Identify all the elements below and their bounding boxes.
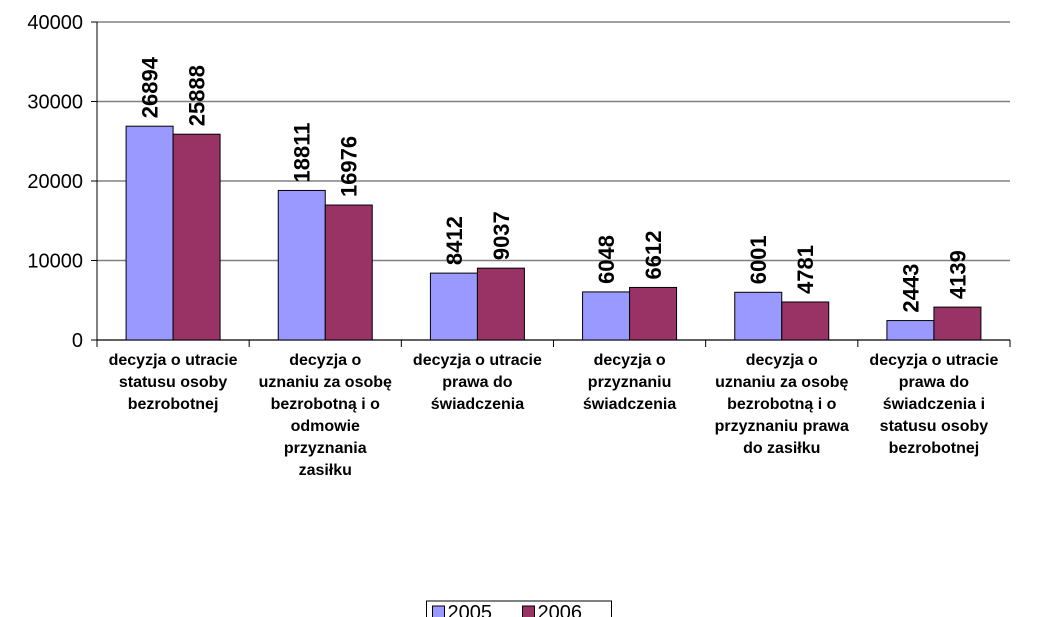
value-label: 6612 bbox=[641, 230, 666, 279]
value-label: 9037 bbox=[489, 211, 514, 260]
bar bbox=[629, 286, 678, 341]
bar bbox=[781, 301, 830, 341]
value-label: 25888 bbox=[185, 65, 210, 126]
legend-swatch bbox=[432, 605, 445, 617]
value-label: 18811 bbox=[290, 122, 315, 182]
x-tick-label: decyzja o uznaniu za osobę bezrobotną i … bbox=[258, 352, 392, 479]
value-label: 8412 bbox=[442, 216, 467, 265]
legend-label: 2005 bbox=[448, 602, 493, 617]
x-tick-label: decyzja o utracie statusu osoby bezrobot… bbox=[108, 352, 238, 413]
y-tick-label: 30000 bbox=[27, 92, 83, 114]
legend bbox=[426, 600, 612, 617]
bar bbox=[429, 272, 478, 341]
bar bbox=[886, 320, 935, 341]
x-tick-label: decyzja o utracie prawa do świadczenia bbox=[412, 352, 542, 413]
value-label: 6048 bbox=[594, 235, 619, 284]
value-label: 6001 bbox=[746, 235, 771, 284]
value-label: 16976 bbox=[337, 136, 362, 197]
legend-label: 2006 bbox=[538, 602, 583, 617]
bar bbox=[734, 291, 783, 341]
legend-swatch bbox=[522, 605, 535, 617]
value-label: 26894 bbox=[138, 56, 163, 118]
bar bbox=[277, 189, 326, 341]
y-tick-label: 20000 bbox=[27, 171, 83, 193]
bar bbox=[933, 306, 982, 341]
y-tick-label: 0 bbox=[72, 330, 83, 352]
value-label: 2443 bbox=[898, 264, 923, 313]
y-tick-label: 40000 bbox=[27, 12, 83, 34]
x-tick-label: decyzja o utracie prawa do świadczenia i… bbox=[869, 352, 999, 457]
bar bbox=[582, 291, 631, 341]
y-tick-label: 10000 bbox=[27, 251, 83, 273]
bar bbox=[476, 267, 525, 341]
x-tick-label: decyzja o uznaniu za osobę bezrobotną i … bbox=[714, 352, 849, 457]
value-label: 4139 bbox=[945, 250, 970, 299]
value-label: 4781 bbox=[793, 245, 818, 294]
bar bbox=[172, 133, 221, 341]
x-tick-label: decyzja o przyznaniu świadczenia bbox=[582, 352, 677, 413]
bar bbox=[324, 204, 373, 341]
bar bbox=[125, 125, 174, 341]
